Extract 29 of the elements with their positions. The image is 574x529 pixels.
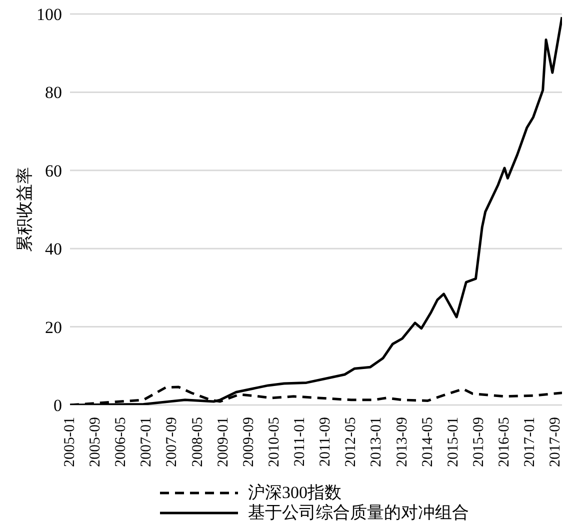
x-tick-label: 2009-01 [215,417,232,467]
x-tick-label: 2006-05 [113,417,130,467]
x-tick-label: 2010-05 [266,417,282,467]
x-tick-label: 2009-09 [240,417,257,467]
x-tick-label: 2017-09 [548,417,564,467]
y-tick-label: 60 [45,161,62,180]
y-tick-label: 80 [45,83,62,102]
y-tick-label: 0 [54,396,62,416]
x-tick-label: 2008-05 [190,417,206,467]
legend-label: 基于公司综合质量的对冲组合 [248,503,469,523]
x-tick-label: 2012-05 [343,417,360,467]
x-tick-label: 2005-01 [62,417,78,467]
x-tick-label: 2016-05 [496,417,512,467]
x-tick-label: 2017-01 [522,417,538,467]
x-tick-label: 2011-01 [292,417,308,466]
legend-label: 沪深300指数 [248,483,342,503]
x-tick-label: 2015-09 [470,417,487,467]
x-tick-label: 2013-09 [394,417,410,467]
y-tick-label: 100 [36,5,62,24]
x-tick-label: 2011-09 [318,417,334,466]
x-tick-label: 2013-01 [368,417,385,467]
y-axis-title: 累积收益率 [15,167,34,252]
y-tick-label: 20 [45,318,62,337]
x-tick-label: 2015-01 [445,417,462,467]
x-tick-label: 2014-05 [420,417,436,467]
x-tick-label: 2007-09 [164,417,180,467]
x-tick-label: 2007-01 [138,417,155,467]
y-tick-label: 40 [45,240,62,259]
x-tick-label: 2005-09 [88,417,104,467]
